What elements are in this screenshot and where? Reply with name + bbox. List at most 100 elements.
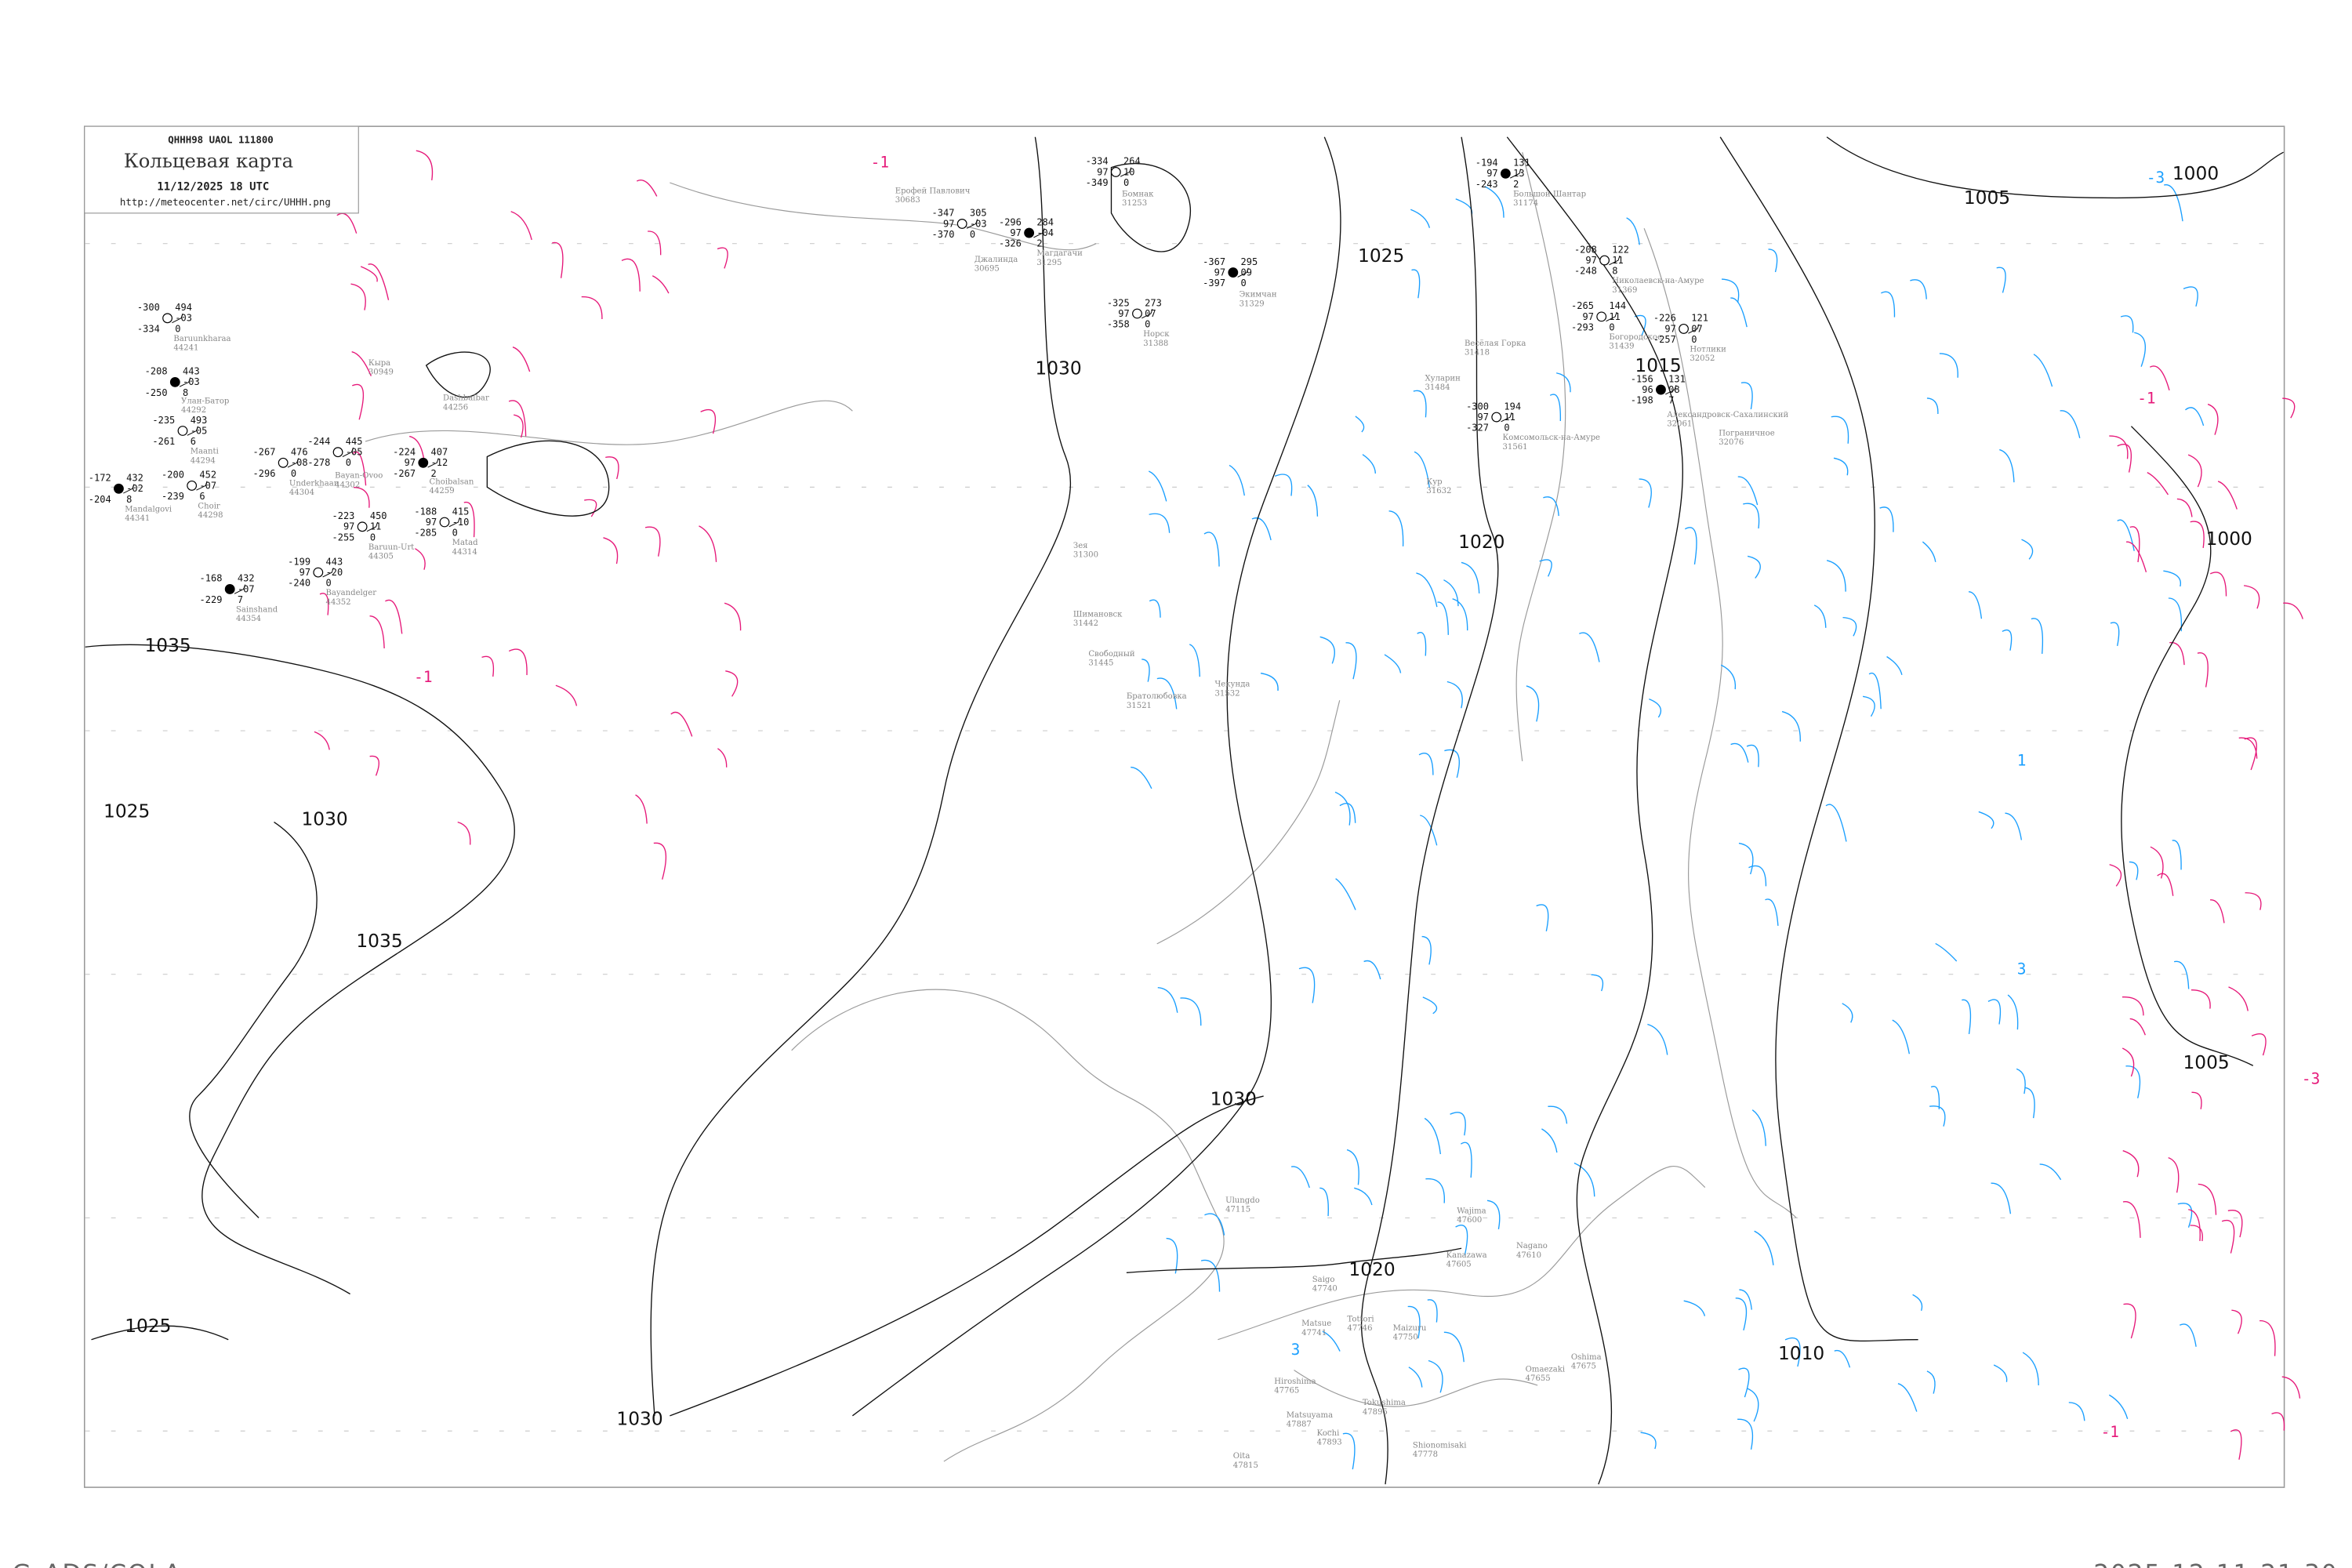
isotherm-cold xyxy=(1149,513,1171,533)
isotherm-cold xyxy=(1345,642,1357,680)
station-name: Maanti xyxy=(191,448,219,456)
isotherm-cold xyxy=(1156,677,1178,710)
isotherm-warm xyxy=(648,230,662,256)
isotherm-warm xyxy=(2221,1219,2235,1254)
air-temperature: -267 xyxy=(253,447,276,458)
isotherm-cold xyxy=(1573,1162,1595,1197)
station-id: 31442 xyxy=(1073,619,1098,628)
station-name: Shionomisaki xyxy=(1413,1442,1467,1450)
air-temperature: -296 xyxy=(999,216,1022,227)
isotherm-warm xyxy=(2282,397,2296,419)
cloud-cover-icon xyxy=(1024,227,1035,238)
isotherm-cold xyxy=(1738,1367,1750,1398)
dew-point: -261 xyxy=(152,436,175,447)
visibility: 97 xyxy=(343,521,354,532)
isotherm-cold xyxy=(1142,659,1150,682)
pressure-tendency: 11 xyxy=(1504,412,1515,423)
map-frame xyxy=(83,125,2285,1488)
coastline xyxy=(1294,1370,1538,1407)
cloud-cover-icon xyxy=(1491,412,1502,423)
cloud-cover-icon xyxy=(1596,311,1607,322)
isotherm-cold xyxy=(1204,1213,1225,1236)
isotherm-warm xyxy=(2228,986,2249,1011)
station-name: Matad xyxy=(452,539,478,547)
isotherm-cold xyxy=(1427,1299,1438,1323)
wind-barb-icon xyxy=(366,521,379,532)
isotherm-warm xyxy=(369,755,380,776)
air-temperature: -223 xyxy=(332,510,354,521)
precipitation: 0 xyxy=(970,229,975,240)
cloud-cover-icon xyxy=(1599,255,1610,266)
visibility: 97 xyxy=(1118,308,1129,319)
isotherm-cold xyxy=(2110,622,2120,646)
precipitation: 0 xyxy=(175,323,180,334)
isotherm-cold xyxy=(1833,457,1849,476)
isotherm-warm xyxy=(2198,1183,2217,1215)
isobar-label: 1030 xyxy=(1035,358,1081,379)
isotherm-cold xyxy=(2039,1163,2062,1181)
isobar-label: 1030 xyxy=(1210,1089,1257,1110)
isotherm-warm xyxy=(555,684,578,706)
isotherm-warm xyxy=(508,400,527,437)
isobar-label: 1035 xyxy=(144,635,191,656)
isotherm-cold xyxy=(1626,217,1640,245)
isotherm-warm xyxy=(2150,365,2170,390)
isotherm-cold xyxy=(1319,636,1335,664)
station-id: 44256 xyxy=(443,403,468,412)
isotherm-cold xyxy=(1639,478,1652,508)
pressure: 305 xyxy=(970,208,987,219)
cloud-cover-icon xyxy=(1656,384,1666,395)
isotherm-warm xyxy=(725,670,739,697)
wind-barb-icon xyxy=(187,426,198,436)
pressure-tendency: 07 xyxy=(1691,323,1702,334)
isotherm-warm xyxy=(2230,1429,2242,1460)
coastlines xyxy=(365,152,1797,1462)
isotherm-cold xyxy=(1735,1298,1748,1330)
cloud-cover-icon xyxy=(224,584,235,594)
precipitation: 2 xyxy=(1036,238,1042,249)
isotherm-cold xyxy=(1408,1367,1423,1388)
isotherm-cold xyxy=(1414,451,1430,488)
isotherm-cold xyxy=(1862,695,1875,717)
isotherm-cold xyxy=(1634,314,1646,336)
pressure: 494 xyxy=(175,302,192,313)
station-name: Tottori xyxy=(1347,1315,1374,1323)
isotherm-cold xyxy=(1737,476,1759,506)
precipitation: 0 xyxy=(452,527,458,538)
station-id: 30695 xyxy=(975,265,1000,274)
isotherm-cold xyxy=(1346,1149,1359,1185)
station-id: 31329 xyxy=(1240,299,1265,308)
isotherm-cold xyxy=(2117,519,2135,551)
isobar-1020-south xyxy=(1126,1247,1462,1273)
coastline xyxy=(1515,152,1566,761)
precipitation: 7 xyxy=(1668,395,1674,406)
isotherm-cold xyxy=(1683,1300,1706,1316)
station-id: 31174 xyxy=(1513,199,1538,208)
isotherm-warm xyxy=(2122,996,2144,1016)
map-title: Кольцевая карта xyxy=(124,150,293,172)
